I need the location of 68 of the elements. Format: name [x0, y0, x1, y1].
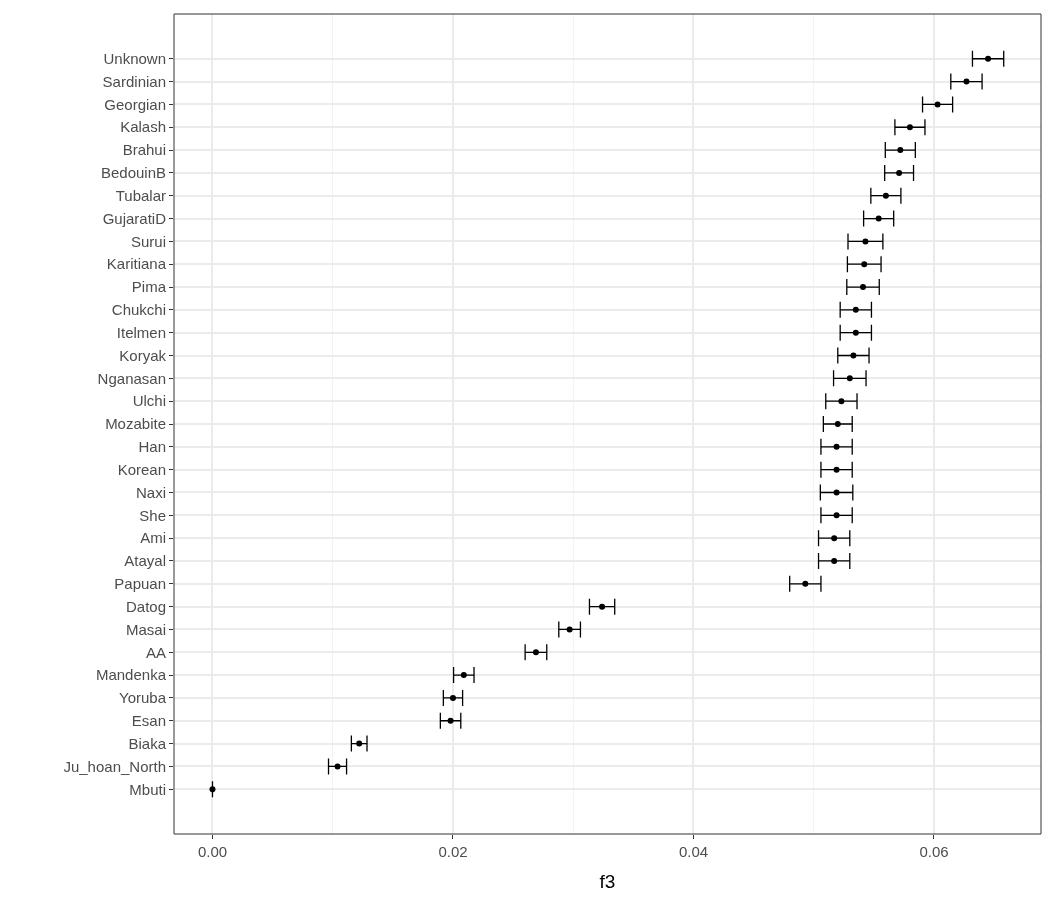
- y-tick-label: AA: [145, 643, 166, 661]
- y-tick-label: Kalash: [120, 118, 166, 136]
- y-tick-label: Masai: [125, 620, 166, 638]
- y-tick-label: Datog: [125, 597, 166, 615]
- point: [532, 649, 539, 656]
- y-tick-label: GujaratiD: [102, 209, 167, 227]
- y-tick-label: Tubalar: [115, 186, 166, 204]
- y-tick-label: Korean: [117, 460, 166, 478]
- y-tick-label: Han: [138, 438, 166, 456]
- x-tick-label: 0.02: [438, 843, 468, 860]
- y-tick-label: Biaka: [128, 734, 167, 752]
- point: [875, 215, 882, 222]
- point: [833, 466, 840, 473]
- point: [831, 535, 838, 542]
- y-tick-label: Esan: [131, 712, 166, 730]
- point: [831, 557, 838, 564]
- y-tick-label: Chukchi: [111, 301, 166, 319]
- point: [833, 512, 840, 519]
- point: [852, 306, 859, 313]
- y-tick-label: Karitiana: [106, 255, 167, 273]
- x-tick-label: 0.04: [678, 843, 709, 860]
- point: [833, 443, 840, 450]
- y-tick-label: Papuan: [114, 575, 166, 593]
- point: [852, 329, 859, 336]
- point: [985, 55, 992, 62]
- y-tick-label: Itelmen: [116, 323, 166, 341]
- y-tick-label: Yoruba: [119, 689, 167, 707]
- x-tick-label: 0.06: [919, 843, 949, 860]
- y-tick-label: Unknown: [103, 50, 166, 67]
- y-tick-label: Ju_hoan_North: [63, 757, 166, 775]
- point: [834, 421, 841, 427]
- y-tick-label: Brahui: [122, 141, 166, 159]
- point: [934, 101, 941, 108]
- y-tick-label: Georgian: [104, 95, 166, 113]
- point: [209, 786, 216, 793]
- point: [896, 169, 903, 176]
- y-tick-label: Mandenka: [95, 666, 167, 684]
- point: [882, 192, 889, 199]
- x-axis-title: f3: [599, 870, 616, 892]
- y-tick-label: Nganasan: [97, 369, 166, 387]
- y-tick-label: She: [139, 506, 166, 524]
- y-tick-label: Ami: [140, 529, 166, 547]
- y-tick-label: Sardinian: [102, 72, 166, 90]
- y-tick-label: BedouinB: [100, 164, 166, 182]
- y-tick-label: Surui: [130, 232, 166, 250]
- x-tick-label: 0.00: [197, 843, 228, 860]
- point: [897, 147, 904, 154]
- point: [599, 603, 606, 610]
- point: [802, 580, 809, 587]
- point: [860, 284, 867, 291]
- point: [833, 489, 840, 496]
- point: [862, 238, 869, 245]
- point: [963, 78, 970, 85]
- point: [566, 626, 573, 633]
- y-tick-label: Mbuti: [129, 780, 166, 798]
- point: [850, 352, 857, 359]
- y-tick-label: Koryak: [119, 346, 167, 364]
- y-tick-label: Pima: [131, 278, 167, 296]
- point: [906, 124, 913, 131]
- point: [861, 261, 868, 268]
- point: [838, 398, 845, 405]
- y-tick-label: Naxi: [135, 483, 166, 501]
- point: [460, 672, 467, 679]
- y-tick-label: Ulchi: [132, 392, 166, 410]
- y-tick-label: Mozabite: [105, 415, 166, 433]
- y-tick-label: Atayal: [124, 552, 166, 570]
- point: [447, 717, 454, 724]
- point: [846, 375, 853, 382]
